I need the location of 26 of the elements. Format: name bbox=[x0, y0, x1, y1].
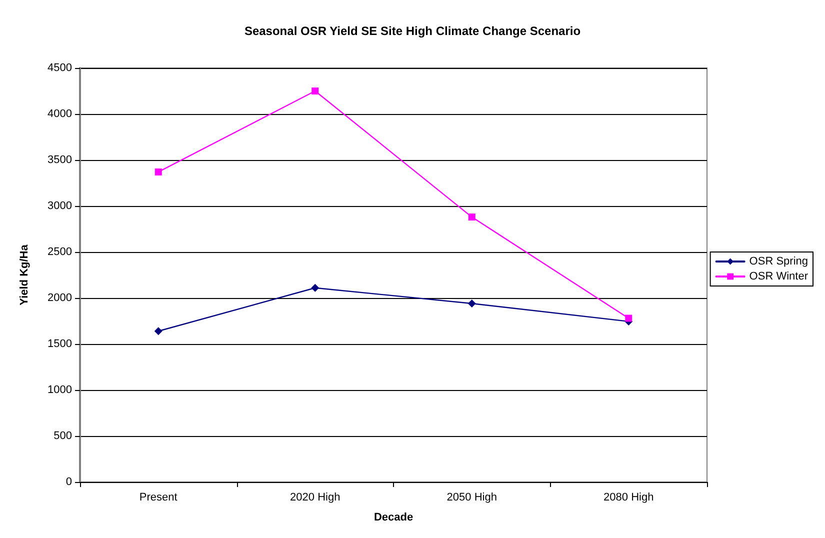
y-tick-label: 3000 bbox=[48, 200, 72, 212]
y-tick-label: 500 bbox=[54, 430, 72, 442]
point bbox=[154, 327, 162, 336]
y-tick-label: 3500 bbox=[48, 154, 72, 166]
point bbox=[625, 314, 632, 322]
y-tick-label: 4000 bbox=[48, 108, 72, 120]
chart-title: Seasonal OSR Yield SE Site High Climate Change Scenario bbox=[244, 24, 581, 38]
y-tick-label: 2500 bbox=[48, 246, 72, 258]
point bbox=[468, 300, 476, 308]
y-tick-label: 4500 bbox=[48, 62, 72, 74]
legend-label: OSR Winter bbox=[749, 270, 808, 282]
x-tick-label: Present bbox=[139, 492, 178, 504]
point bbox=[154, 168, 162, 176]
point bbox=[311, 284, 320, 292]
x-axis-title: Decade bbox=[374, 512, 414, 524]
point bbox=[468, 214, 476, 221]
y-tick-label: 1500 bbox=[48, 338, 72, 350]
y-tick-label: 0 bbox=[66, 476, 72, 488]
x-tick-label: 2080 High bbox=[604, 492, 654, 504]
x-tick-label: 2050 High bbox=[446, 492, 497, 504]
point bbox=[312, 88, 319, 94]
y-tick-label: 2000 bbox=[48, 292, 72, 304]
y-tick-label: 1000 bbox=[48, 384, 72, 396]
legend-label: OSR Spring bbox=[749, 256, 808, 268]
x-tick-label: 2020 High bbox=[290, 492, 340, 504]
y-axis-title: Yield Kg/Ha bbox=[18, 244, 30, 306]
